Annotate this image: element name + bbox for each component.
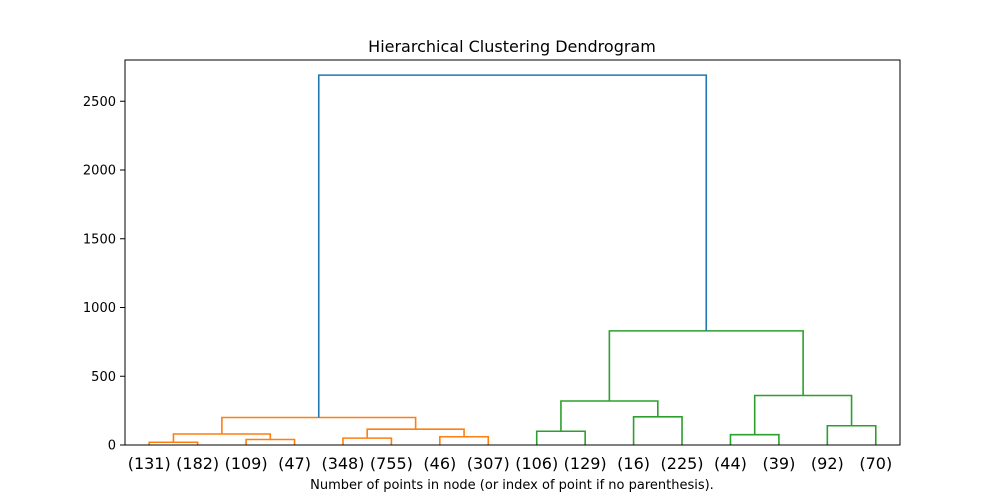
chart-title: Hierarchical Clustering Dendrogram — [368, 37, 656, 56]
y-tick-label-2000: 2000 — [83, 164, 116, 179]
leaf-label-8: (106) — [515, 454, 558, 473]
leaf-labels: (131) (182) (109) (47) (348) (755) (46) (307) (1… — [128, 454, 893, 473]
dendrogram-link-14 — [317, 74, 708, 418]
dendrogram-link-8 — [632, 416, 683, 445]
leaf-label-13: (39) — [762, 454, 795, 473]
y-tick-label-1000: 1000 — [83, 301, 116, 316]
y-tick-label-500: 500 — [91, 370, 116, 385]
y-axis: 0 500 1000 1500 2000 2500 — [83, 95, 125, 454]
y-tick-label-1500: 1500 — [83, 232, 116, 247]
dendrogram-link-5 — [366, 428, 465, 439]
links-layer — [148, 74, 877, 445]
leaf-label-9: (129) — [564, 454, 607, 473]
leaf-label-7: (307) — [467, 454, 510, 473]
leaf-label-1: (182) — [176, 454, 219, 473]
leaf-label-14: (92) — [811, 454, 844, 473]
leaf-label-2: (109) — [225, 454, 268, 473]
y-tick-label-2500: 2500 — [83, 95, 116, 110]
leaf-label-4: (348) — [321, 454, 364, 473]
x-axis-label: Number of points in node (or index of po… — [310, 478, 714, 493]
dendrogram-link-10 — [729, 433, 780, 445]
leaf-label-5: (755) — [370, 454, 413, 473]
y-tick-label-0: 0 — [108, 439, 116, 454]
leaf-label-10: (16) — [617, 454, 650, 473]
plot-frame — [124, 59, 901, 446]
leaf-label-15: (70) — [859, 454, 892, 473]
leaf-label-6: (46) — [423, 454, 456, 473]
leaf-label-12: (44) — [714, 454, 747, 473]
leaf-label-3: (47) — [278, 454, 311, 473]
leaf-label-0: (131) — [128, 454, 171, 473]
leaf-label-11: (225) — [661, 454, 704, 473]
